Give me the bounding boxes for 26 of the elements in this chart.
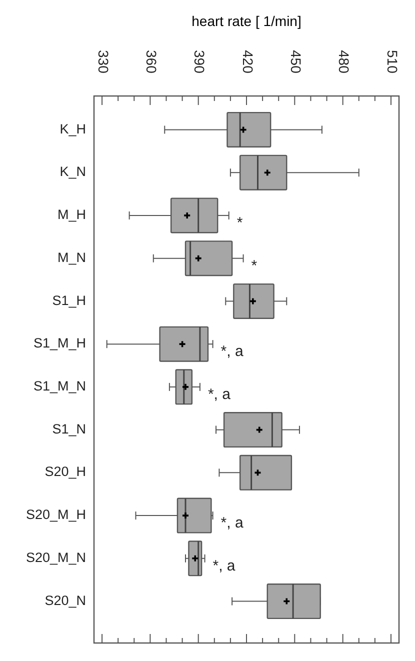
x-axis-title: heart rate [ 1/min] (192, 13, 302, 29)
y-tick-label: K_N (60, 164, 86, 180)
y-tick-label: S20_M_N (26, 550, 86, 565)
y-tick-label: S1_M_N (33, 378, 86, 394)
annotation: *, a (220, 514, 244, 532)
annotation: *, a (208, 386, 232, 403)
y-tick-label: M_N (57, 250, 86, 265)
y-tick-label: M_H (57, 207, 86, 222)
y-tick-label: S20_H (44, 464, 86, 480)
x-tick-label: 330 (95, 50, 112, 74)
x-tick-label: 390 (192, 50, 208, 74)
annotation: *, a (220, 343, 244, 360)
x-tick-label: 480 (336, 50, 352, 74)
x-tick-label: 360 (143, 50, 160, 74)
y-tick-label: S1_N (52, 421, 86, 436)
y-tick-label: S20_N (44, 592, 86, 608)
annotation: * (236, 214, 243, 232)
y-tick-label: K_H (60, 121, 86, 136)
annotation: *, a (212, 557, 236, 574)
y-tick-label: S1_M_H (33, 336, 86, 351)
y-tick-label: S1_H (52, 292, 86, 308)
annotation: * (251, 257, 258, 274)
x-tick-label: 510 (384, 50, 400, 74)
x-tick-label: 450 (288, 50, 304, 74)
x-tick-label: 420 (240, 50, 256, 74)
y-tick-label: S20_M_H (26, 507, 86, 522)
